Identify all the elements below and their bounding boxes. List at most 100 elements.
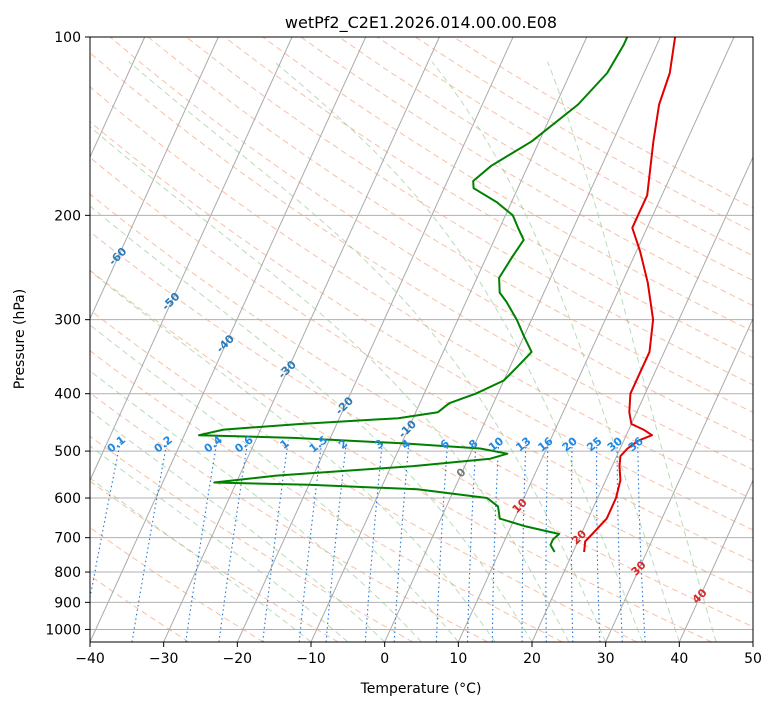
dry-adiabat: [338, 37, 753, 282]
y-tick-label: 400: [54, 387, 81, 403]
moist-adiabat: [90, 370, 422, 642]
mixing-ratio-label: 0.2: [152, 433, 175, 455]
dry-adiabats: [90, 37, 753, 642]
dry-adiabat: [90, 121, 753, 531]
isotherm-label: -20: [333, 394, 356, 417]
moist-adiabat: [273, 61, 643, 642]
y-tick-label: 100: [54, 30, 81, 46]
moist-adiabat: [90, 410, 386, 642]
mixing-ratio-line: [435, 440, 449, 642]
x-axis: −40 −30 −20 −10 0 10 20 30 40 50: [75, 642, 762, 667]
moist-adiabat: [90, 445, 349, 642]
background-lines: [0, 37, 753, 642]
mixing-ratio-line: [262, 440, 289, 642]
x-tick-label: −30: [149, 651, 179, 667]
isotherms: [0, 37, 753, 642]
isotherm: [236, 37, 514, 642]
x-tick-label: 0: [380, 651, 389, 667]
mixing-ratio-label: 3: [372, 437, 386, 452]
dry-adiabat: [90, 480, 339, 642]
dry-adiabat: [90, 309, 638, 642]
mixing-ratio-line: [218, 440, 249, 642]
dry-adiabat: [90, 52, 753, 471]
dewpoint-profile: [198, 37, 629, 553]
mixing-ratio-label: 6: [438, 437, 452, 452]
isotherm: [0, 37, 71, 642]
mixing-ratio-lines: [90, 440, 646, 642]
isotherm: [163, 37, 440, 642]
isotherm-label: -50: [159, 290, 182, 313]
isotherm: [90, 37, 293, 482]
y-axis-label: Pressure (hPa): [12, 289, 28, 389]
isotherm: [678, 479, 753, 642]
mixing-ratio-line: [616, 440, 623, 642]
dry-adiabat: [90, 231, 753, 628]
mixing-ratio-label: 2: [336, 437, 350, 452]
mixing-ratio-line: [570, 440, 574, 642]
mixing-ratio-line: [185, 440, 218, 642]
isotherm: [457, 37, 735, 642]
dry-adiabat: [90, 526, 264, 642]
dry-adiabat: [224, 37, 753, 359]
moist-adiabat: [128, 61, 607, 642]
mixing-ratio-line: [364, 440, 384, 642]
isotherm: [752, 640, 753, 642]
y-tick-label: 900: [54, 595, 81, 611]
dry-adiabat: [90, 575, 190, 642]
x-tick-label: −40: [75, 651, 105, 667]
isotherm: [605, 317, 753, 642]
mixing-ratio-line: [393, 440, 410, 642]
x-tick-label: 30: [597, 651, 615, 667]
isotherm: [531, 155, 753, 642]
mixing-ratio-line: [298, 440, 323, 642]
mixing-ratio-line: [521, 440, 527, 642]
mixing-ratio-label: 1.5: [307, 433, 330, 455]
isotherm: [90, 37, 367, 642]
mixing-ratio-line: [596, 440, 601, 642]
isotherm-label: 0: [454, 465, 469, 480]
isotherm-label: -30: [276, 358, 299, 381]
y-axis: 100 200 300 400 500 600 700 800 900 1000: [45, 30, 90, 638]
isotherm-label: -10: [396, 417, 419, 440]
x-tick-label: 40: [670, 651, 688, 667]
x-tick-label: 10: [449, 651, 467, 667]
dry-adiabat: [186, 37, 753, 386]
isotherm: [90, 37, 146, 159]
mixing-ratio-line: [325, 440, 348, 642]
isotherm-label: -40: [214, 332, 237, 355]
dry-adiabat: [90, 392, 488, 642]
dry-adiabat: [147, 37, 753, 413]
y-tick-label: 500: [54, 444, 81, 460]
mixing-ratio-line: [466, 440, 477, 642]
y-tick-label: 1000: [45, 622, 81, 638]
x-tick-label: −20: [223, 651, 253, 667]
y-tick-label: 300: [54, 313, 81, 329]
profiles: [198, 37, 677, 553]
moist-adiabat: [547, 61, 717, 642]
moist-adiabat: [90, 126, 570, 642]
y-tick-label: 800: [54, 565, 81, 581]
dry-adiabat: [109, 37, 753, 442]
isotherm-label: -80: [8, 138, 31, 161]
x-tick-label: 50: [744, 651, 762, 667]
moist-adiabats: [90, 61, 717, 642]
moist-adiabat: [90, 324, 459, 642]
isotherm: [310, 37, 588, 642]
mixing-ratio-line: [491, 440, 500, 642]
dry-adiabat: [90, 350, 563, 642]
isotherm-label: 10: [510, 496, 530, 516]
mixing-ratio-label: 1: [278, 437, 292, 452]
isotherm: [90, 37, 219, 320]
chart-title: wetPf2_C2E1.2026.014.00.00.E08: [285, 13, 557, 33]
mixing-ratio-line: [637, 440, 646, 642]
mixing-ratio-line: [90, 440, 122, 601]
y-tick-label: 600: [54, 491, 81, 507]
isotherm-label: 30: [629, 558, 649, 578]
x-tick-label: 20: [523, 651, 541, 667]
isotherm-label: -60: [106, 245, 129, 268]
y-tick-label: 200: [54, 208, 81, 224]
moist-adiabat: [431, 61, 680, 642]
dry-adiabat: [90, 156, 753, 562]
x-tick-label: −10: [296, 651, 326, 667]
